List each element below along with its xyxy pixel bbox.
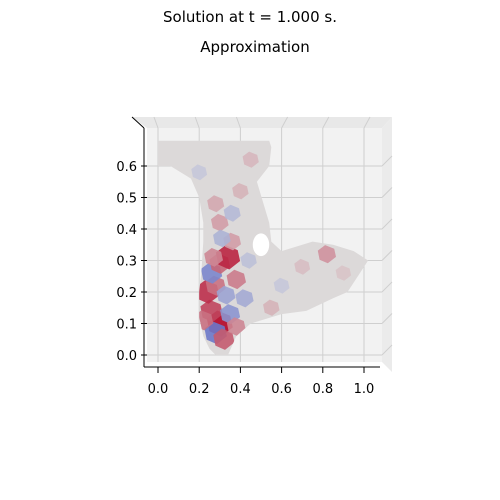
chart-title: Approximation: [200, 38, 309, 56]
surface-patch: [191, 164, 208, 181]
surface-patch: [273, 277, 290, 294]
x-grid-line-top: [281, 116, 289, 129]
surface-patch: [232, 183, 249, 200]
x-grid-line-top: [153, 116, 159, 129]
y-tick-label: 0.0: [116, 349, 137, 364]
y-grid-line-right: [381, 250, 393, 261]
surface-patch: [294, 258, 311, 275]
y-tick-label: 0.2: [116, 286, 137, 301]
y-tick-label: 0.1: [116, 318, 137, 333]
x-grid-line-top: [194, 116, 200, 129]
y-grid-line-right: [381, 155, 393, 167]
surface-patch: [335, 265, 352, 281]
surface-patch: [317, 245, 336, 264]
y-tick-label: 0.5: [116, 192, 137, 207]
surface-patch: [226, 269, 246, 290]
surface-patch: [242, 151, 259, 168]
y-tick-label: 0.6: [116, 160, 137, 175]
x-grid-line-top: [363, 116, 371, 129]
y-grid-line-right: [381, 313, 393, 324]
surface-patches: [191, 151, 352, 350]
surface-patch: [213, 328, 235, 350]
x-tick-label: 0.6: [271, 382, 292, 397]
z-axis-stub: [131, 116, 145, 129]
x-grid-line-top: [322, 116, 330, 129]
x-tick-label: 0.2: [189, 382, 210, 397]
surface-patch: [240, 252, 257, 269]
x-tick-label: 0.8: [312, 382, 333, 397]
x-tick-label: 1.0: [354, 382, 375, 397]
y-grid-line-right: [381, 344, 393, 356]
right-pane: [382, 117, 392, 372]
y-grid-line-right: [381, 218, 393, 230]
axis-lines: [131, 116, 380, 368]
x-grid-line-top: [235, 116, 241, 129]
surface-patch: [263, 299, 280, 316]
surface-patch: [226, 317, 246, 336]
y-tick-labels: 0.0 0.1 0.2 0.3 0.4 0.5 0.6: [116, 160, 147, 364]
y-grid-line-right: [381, 281, 393, 293]
surface-patch: [204, 248, 223, 267]
y-grid-line-right: [381, 187, 393, 198]
surface-patch: [216, 285, 236, 305]
surface-plot: [158, 140, 369, 355]
surface-patch: [211, 213, 229, 232]
x-tick-labels: 0.0 0.2 0.4 0.6 0.8 1.0: [148, 367, 375, 397]
figure-suptitle: Solution at t = 1.000 s.: [163, 8, 337, 26]
surface-patch: [223, 204, 241, 222]
surface-patch: [207, 195, 225, 213]
x-tick-label: 0.4: [230, 382, 251, 397]
domain-hole: [252, 233, 270, 257]
y-tick-label: 0.3: [116, 255, 137, 270]
surface-patch: [215, 245, 241, 270]
surface-patch: [235, 289, 254, 308]
top-pane: [132, 117, 392, 128]
y-tick-label: 0.4: [116, 223, 137, 238]
x-tick-label: 0.0: [148, 382, 169, 397]
surface-patch: [213, 229, 231, 248]
